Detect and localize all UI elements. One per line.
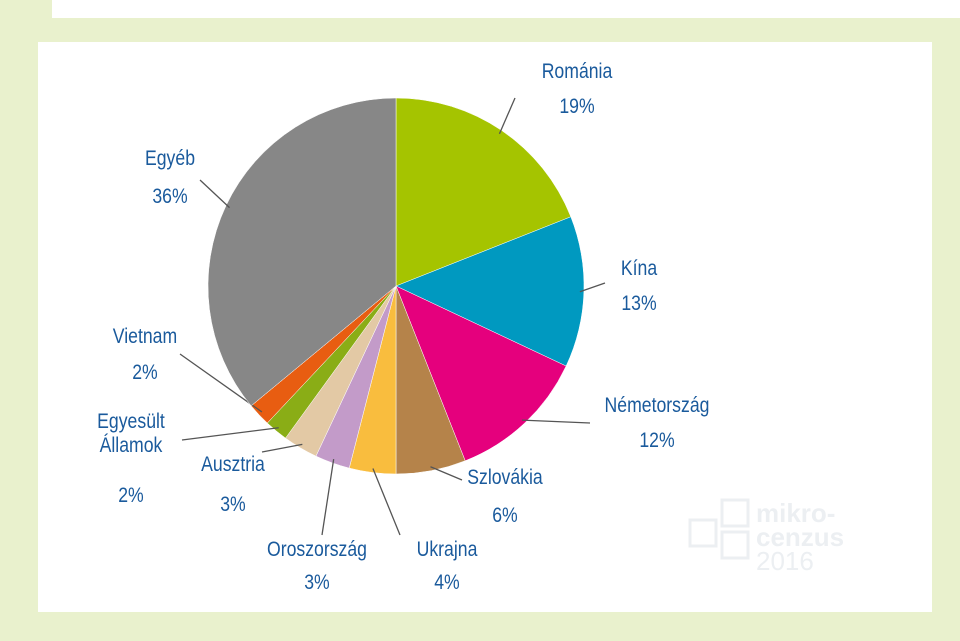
leader-line: [579, 282, 606, 293]
leader-line: [181, 427, 279, 441]
slice-value-label: 2%: [118, 484, 144, 507]
leader-line: [199, 179, 230, 209]
leader-line: [372, 468, 401, 536]
slice-value-label: 3%: [220, 493, 246, 516]
pie-slice: [207, 97, 397, 407]
pie-slice: [395, 97, 572, 287]
watermark-text: mikro-: [756, 498, 835, 528]
leader-line: [261, 443, 303, 453]
leader-line: [521, 419, 591, 424]
watermark: mikro- cenzus 2016: [688, 498, 844, 576]
slice-value-label: 19%: [559, 95, 595, 118]
slice-label: Németország: [604, 394, 710, 417]
leader-line: [498, 97, 516, 135]
slice-value-label: 36%: [152, 185, 188, 208]
slice-label: Vietnam: [112, 325, 178, 348]
pie-slice: [395, 285, 567, 462]
slice-label: Szlovákia: [467, 466, 543, 489]
slice-label: Oroszország: [266, 538, 367, 561]
watermark-text: cenzus: [756, 522, 844, 552]
slice-value-label: 3%: [304, 571, 330, 594]
slice-value-label: 4%: [434, 571, 460, 594]
leader-line: [430, 466, 463, 481]
slice-label: Ukrajna: [416, 538, 478, 561]
top-strip: [52, 0, 960, 18]
leader-line: [321, 459, 335, 536]
slice-label: Egyéb: [144, 147, 196, 170]
slice-label: Ausztria: [201, 453, 265, 476]
slice-value-label: 2%: [132, 361, 158, 384]
watermark-icon: [720, 498, 750, 528]
slice-label: Románia: [541, 60, 613, 83]
slice-label: Egyesült Államok: [97, 410, 165, 457]
pie-slice: [395, 216, 585, 367]
watermark-icon: [688, 518, 718, 548]
slice-value-label: 6%: [492, 504, 518, 527]
watermark-icon: [720, 530, 750, 560]
watermark-text: 2016: [756, 546, 814, 576]
slice-label: Kína: [620, 257, 658, 280]
slice-value-label: 13%: [621, 292, 657, 315]
slice-value-label: 12%: [639, 429, 675, 452]
